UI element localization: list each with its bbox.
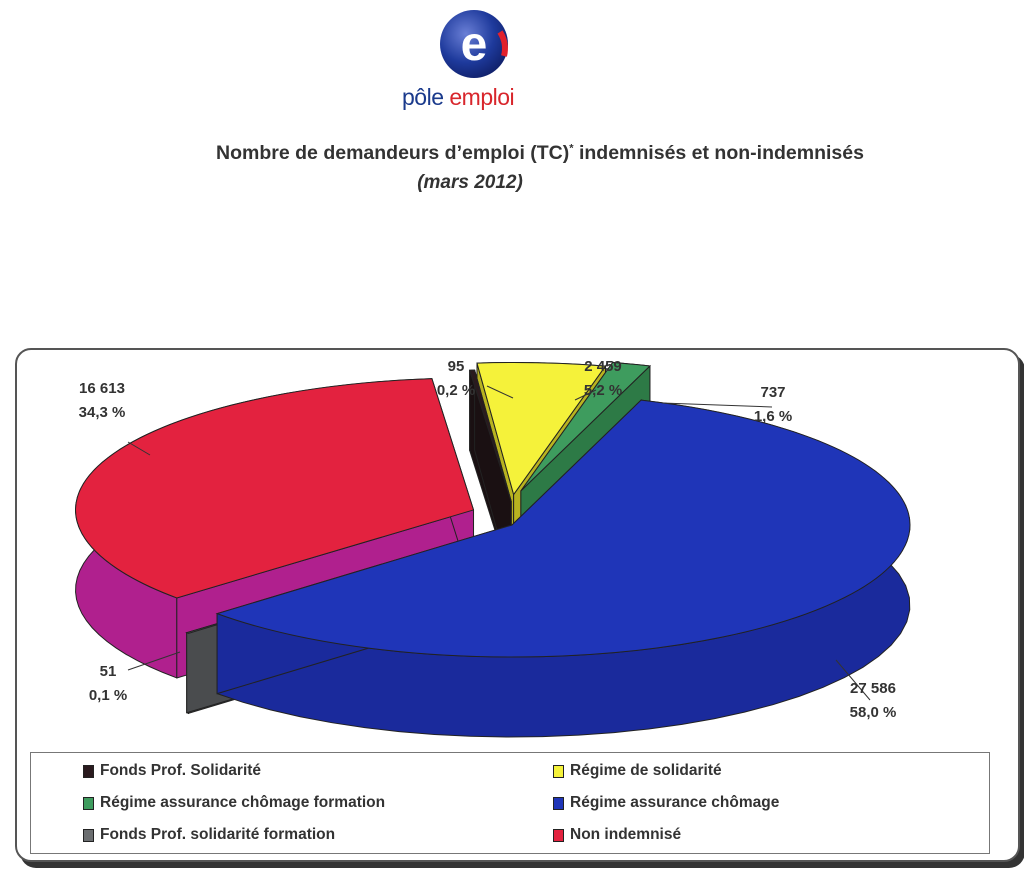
leader-line-fonds-prof-solidarite <box>486 385 514 399</box>
leader-line-non-indemnise <box>127 441 151 456</box>
pole-emploi-logo: e <box>440 10 508 78</box>
data-label-value-regime-de-solidarite: 2 459 <box>584 358 622 375</box>
legend-swatch <box>83 764 94 778</box>
leader-line-regime-assurance-chomage <box>835 659 871 701</box>
svg-text:e: e <box>461 18 488 71</box>
slice-top-regime-assurance-chomage <box>215 399 911 658</box>
leader-line-fonds-prof-solidarite-formation <box>127 651 181 671</box>
data-label-value-regime-assurance-chomage-formation: 737 <box>760 384 785 401</box>
legend-label: Régime assurance chômage formation <box>100 794 386 811</box>
legend-label: Régime de solidarité <box>570 762 722 779</box>
legend-swatch <box>83 828 94 842</box>
legend-label: Fonds Prof. solidarité formation <box>100 826 336 843</box>
chart-subtitle: (mars 2012) <box>417 172 523 193</box>
data-label-value-regime-assurance-chomage: 27 586 <box>850 680 896 697</box>
data-label-value-fonds-prof-solidarite-formation: 51 <box>100 663 117 680</box>
legend-label: Régime assurance chômage <box>570 794 780 811</box>
slice-top-non-indemnise <box>75 378 475 599</box>
data-label-percent-regime-de-solidarite: 5,2 % <box>584 382 622 399</box>
data-label-percent-regime-assurance-chomage: 58,0 % <box>850 704 897 721</box>
chart-legend: Fonds Prof. Solidarité Régime de solidar… <box>30 752 990 854</box>
data-label-percent-fonds-prof-solidarite-formation: 0,1 % <box>89 687 127 704</box>
legend-item-non-indemnise: Non indemnisé <box>553 826 681 844</box>
legend-item-regime-assurance-chomage-formation: Régime assurance chômage formation <box>83 794 385 812</box>
legend-item-fonds-prof-solidarite-formation: Fonds Prof. solidarité formation <box>83 826 335 844</box>
brand-part2: emploi <box>449 84 515 110</box>
title-footnote-marker: * <box>569 142 574 155</box>
legend-label: Fonds Prof. Solidarité <box>100 762 262 779</box>
legend-item-regime-solidarite: Régime de solidarité <box>553 762 722 780</box>
chart-title: Nombre de demandeurs d’emploi (TC)* inde… <box>0 142 1024 165</box>
legend-swatch <box>83 796 94 810</box>
data-label-value-fonds-prof-solidarite: 95 <box>448 358 465 375</box>
data-label-percent-fonds-prof-solidarite: 0,2 % <box>437 382 475 399</box>
slice-top-regime-assurance-chomage-formation <box>520 361 652 492</box>
data-label-percent-regime-assurance-chomage-formation: 1,6 % <box>754 408 792 425</box>
slice-regime-assurance-chomage <box>215 398 911 738</box>
legend-swatch <box>553 764 564 778</box>
legend-item-fonds-prof-solidarite: Fonds Prof. Solidarité <box>83 762 261 780</box>
slice-top-regime-de-solidarite <box>476 362 607 496</box>
legend-item-regime-assurance-chomage: Régime assurance chômage <box>553 794 779 812</box>
legend-swatch <box>553 796 564 810</box>
chart-title-suffix: indemnisés et non-indemnisés <box>573 142 864 164</box>
brand-wordmark: pôle emploi <box>402 84 552 111</box>
legend-label: Non indemnisé <box>570 826 682 843</box>
brand-part1: pôle <box>402 84 444 110</box>
leader-line-regime-de-solidarite <box>574 389 597 401</box>
data-label-percent-non-indemnise: 34,3 % <box>79 404 126 421</box>
chart-title-main: Nombre de demandeurs d’emploi (TC) <box>216 142 570 164</box>
data-label-value-non-indemnise: 16 613 <box>79 380 125 397</box>
slice-top-fonds-prof-solidarite <box>468 369 512 502</box>
legend-swatch <box>553 828 564 842</box>
leader-line-regime-assurance-chomage-formation <box>661 402 773 408</box>
